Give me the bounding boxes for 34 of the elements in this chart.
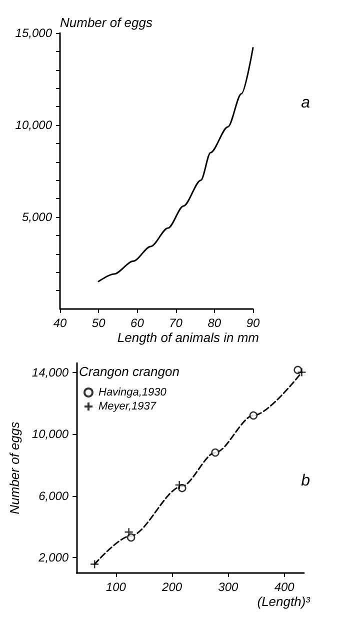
y-tick-label: 5,000	[22, 210, 52, 224]
point	[126, 533, 136, 542]
x-tick-label: 200	[161, 580, 182, 594]
x-tick-label: 100	[106, 580, 126, 594]
y-tick-label: 6,000	[38, 488, 69, 503]
legend-label: Meyer,1937	[98, 400, 157, 412]
y-tick-label: 14,000	[32, 365, 69, 380]
x-tick-label: 70	[169, 316, 183, 330]
x-axis-title: (Length)³	[257, 594, 311, 609]
x-axis-title: Length of animals in mm	[117, 330, 260, 345]
line-series	[98, 46, 254, 282]
x-tick-label: 80	[208, 316, 222, 330]
y-tick-label: 15,000	[15, 26, 52, 40]
point	[297, 368, 306, 377]
point	[249, 411, 258, 420]
text: a	[301, 94, 310, 112]
legend-title: Crangon crangon	[79, 364, 180, 379]
x-tick-label: 300	[218, 580, 239, 594]
legend-label: Havinga,1930	[98, 386, 168, 398]
y-tick-label: 10,000	[32, 427, 69, 442]
y-tick-label: 10,000	[15, 118, 52, 132]
y-axis-title: Number of eggs	[60, 15, 153, 30]
point	[174, 480, 184, 490]
y-tick-label: 2,000	[38, 550, 69, 565]
x-tick-label: 90	[246, 316, 260, 330]
point	[124, 527, 134, 537]
point	[211, 448, 220, 457]
annotation: b	[301, 472, 310, 490]
x-tick-label: 40	[53, 316, 67, 330]
y-axis-title: Number of eggs	[7, 421, 22, 514]
x-tick-label: 400	[274, 580, 295, 594]
x-tick-label: 50	[92, 316, 106, 330]
x-tick-label: 60	[130, 316, 144, 330]
point	[90, 560, 100, 569]
